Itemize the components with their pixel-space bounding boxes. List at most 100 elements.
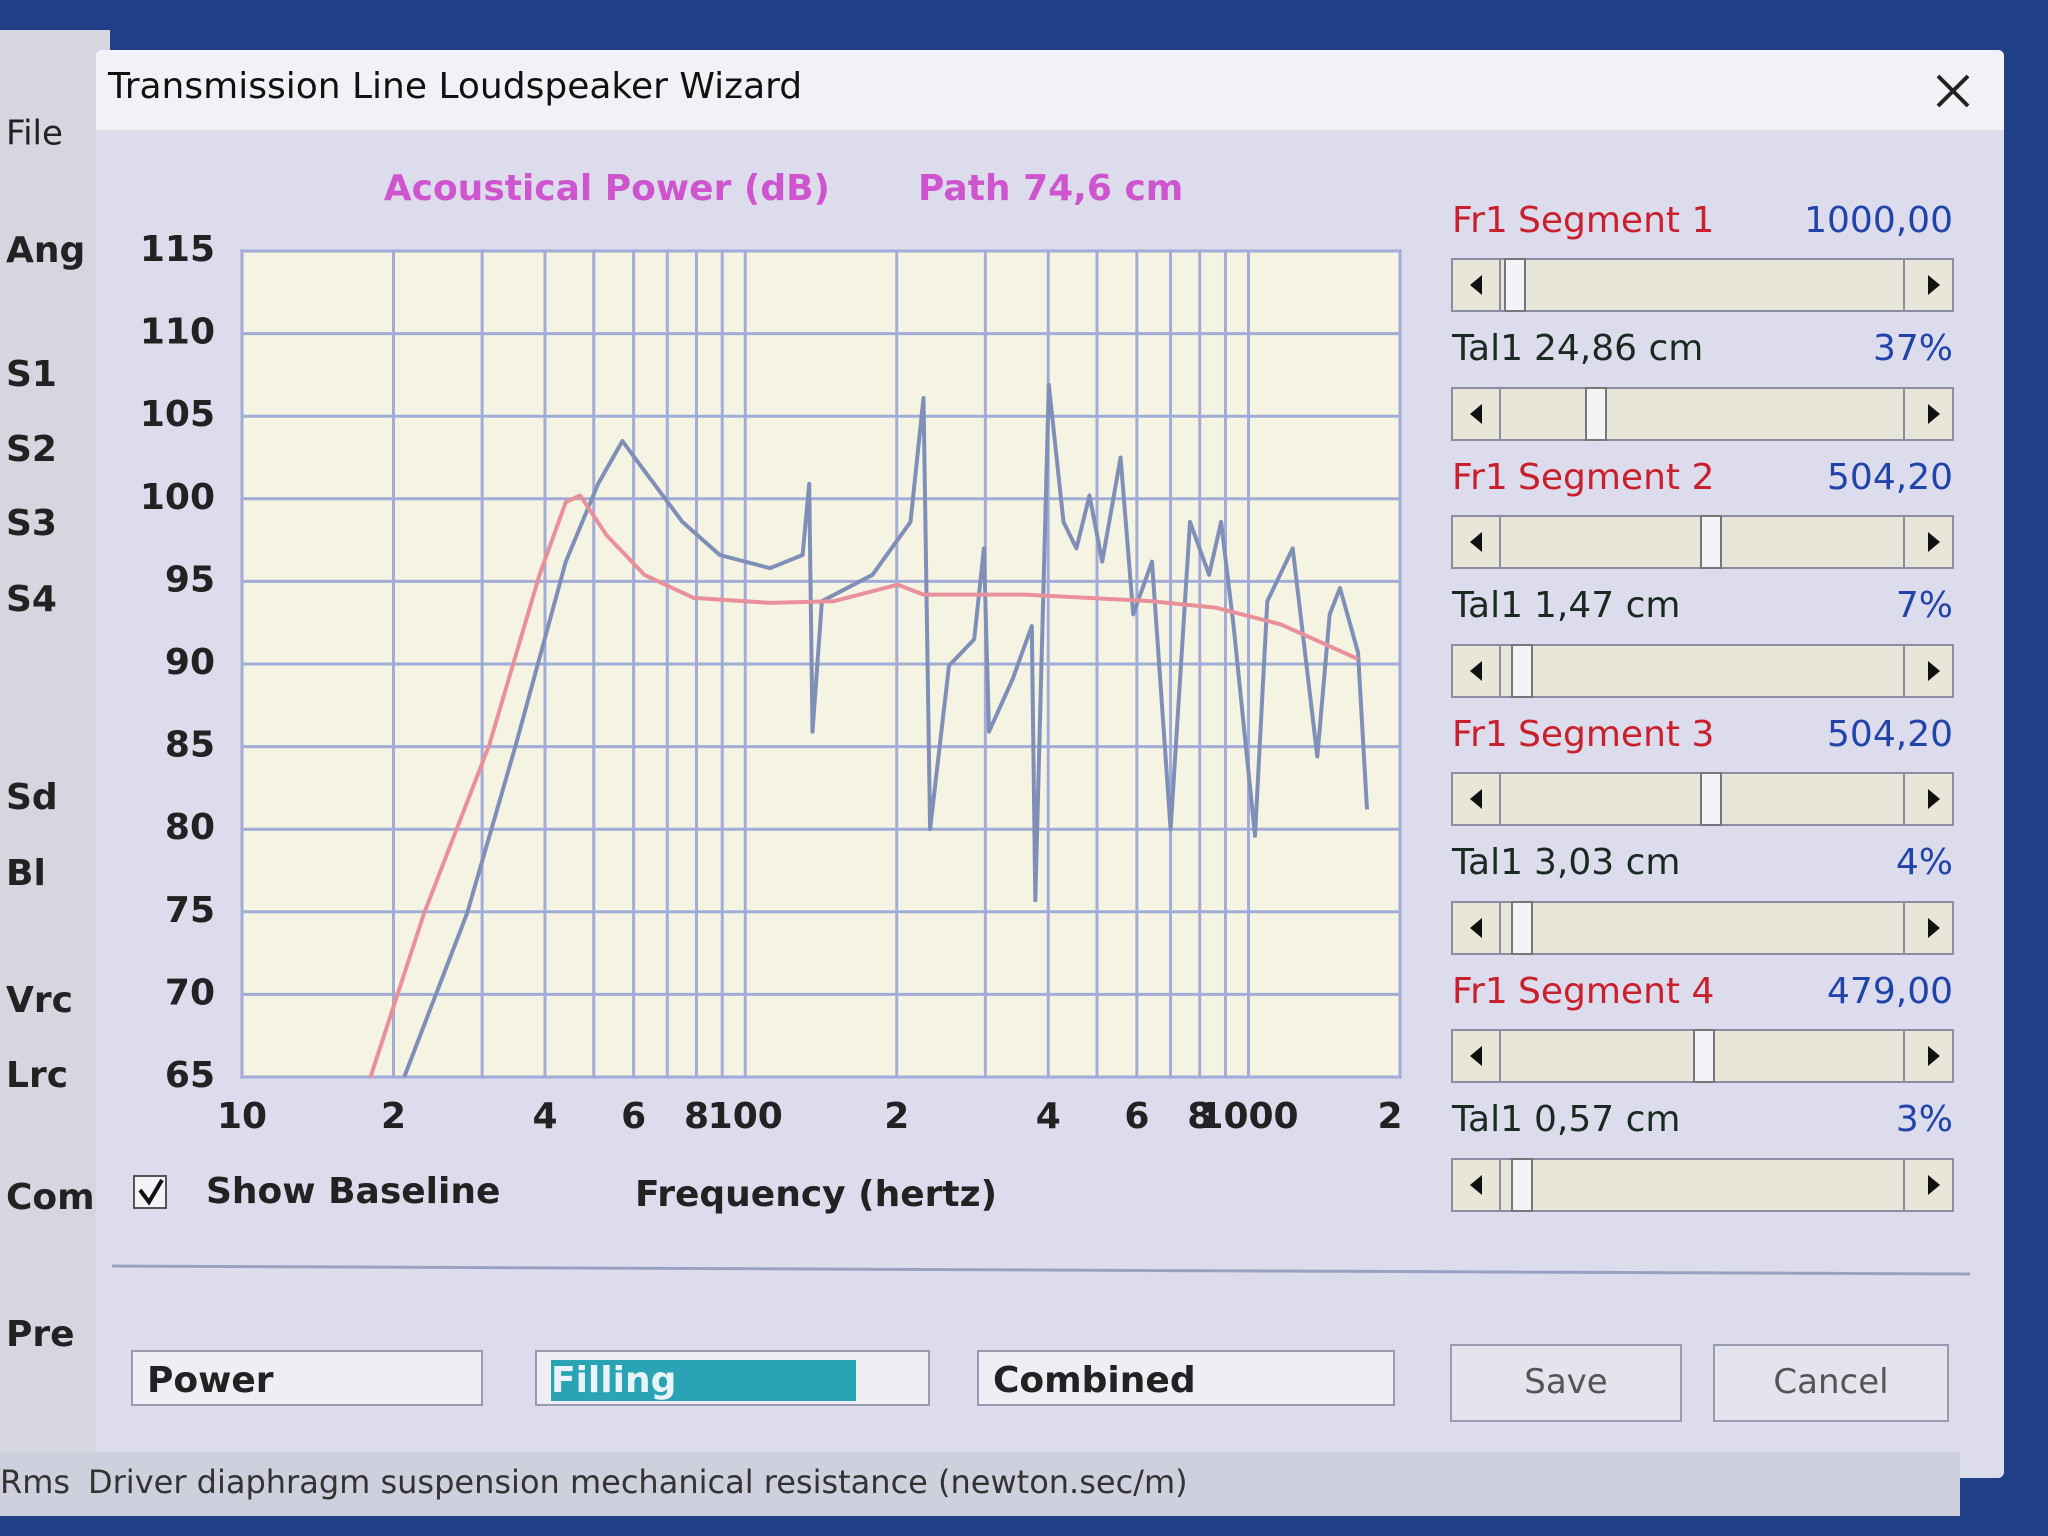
slider-right-arrow: [1928, 404, 1940, 424]
app-label: Ang: [6, 230, 85, 271]
y-tick-label: 65: [165, 1055, 215, 1096]
dropdown-value: Combined: [993, 1360, 1196, 1401]
slider-thumb[interactable]: [1700, 772, 1722, 826]
app-label: Pre: [6, 1314, 75, 1355]
slider-thumb[interactable]: [1693, 1029, 1715, 1083]
dropdown-value: Filling: [551, 1360, 856, 1401]
chart-title: Acoustical Power (dB): [384, 168, 830, 209]
app-label: Vrc: [6, 980, 73, 1021]
slider-left-arrow: [1470, 532, 1482, 552]
tal-label: Tal1: [1451, 328, 1523, 369]
x-tick-label: 8: [684, 1096, 709, 1137]
button[interactable]: Cancel: [1713, 1344, 1949, 1422]
x-tick-label: 2: [884, 1096, 909, 1137]
slider-right-arrow: [1928, 1046, 1940, 1066]
slider-track: [1451, 644, 1954, 698]
app-label: S1: [6, 354, 57, 395]
x-tick-label: 100: [708, 1096, 783, 1137]
fr-label: Fr1: [1452, 200, 1508, 241]
x-tick-label: 8: [1187, 1096, 1212, 1137]
slider-thumb[interactable]: [1585, 387, 1607, 441]
slider-left-arrow: [1470, 1175, 1482, 1195]
separator: [111, 1264, 1971, 1276]
slider-right-arrow: [1928, 1175, 1940, 1195]
slider-track: [1451, 387, 1954, 441]
series-line: [402, 382, 1369, 1078]
app-label: Lrc: [6, 1055, 68, 1096]
slider-thumb[interactable]: [1511, 644, 1533, 698]
status-bar: [0, 1452, 1960, 1516]
x-tick-label: 10: [217, 1096, 267, 1137]
y-tick-label: 115: [140, 229, 215, 270]
slider-right-arrow: [1928, 532, 1940, 552]
slider-thumb[interactable]: [1511, 901, 1533, 955]
x-tick-label: 1000: [1198, 1096, 1298, 1137]
y-tick-label: 100: [140, 477, 215, 518]
tal-value: 0,57 cm: [1534, 1099, 1680, 1140]
dropdown[interactable]: Power: [131, 1350, 483, 1406]
x-axis-label: Frequency (hertz): [635, 1174, 997, 1215]
segment-name: Segment 3: [1518, 714, 1714, 755]
slider-thumb[interactable]: [1511, 1158, 1533, 1212]
y-tick-label: 105: [140, 394, 215, 435]
fr-value: 504,20: [1827, 457, 1953, 498]
tal-percent: 4%: [1896, 842, 1953, 883]
slider-right-arrow: [1928, 789, 1940, 809]
dropdown[interactable]: Combined: [977, 1350, 1395, 1406]
chart-subtitle: Path 74,6 cm: [918, 168, 1183, 209]
slider-left-arrow: [1470, 275, 1482, 295]
x-tick-label: 2: [1377, 1096, 1402, 1137]
checkbox-label: Show Baseline: [206, 1171, 500, 1212]
dropdown-value: Power: [147, 1360, 274, 1401]
dropdown[interactable]: Filling: [535, 1350, 930, 1406]
segment-name: Segment 1: [1518, 200, 1714, 241]
x-tick-label: 4: [1036, 1096, 1061, 1137]
y-tick-label: 80: [165, 807, 215, 848]
menu-file: File: [6, 114, 63, 154]
tal-percent: 3%: [1896, 1099, 1953, 1140]
x-tick-label: 6: [621, 1096, 646, 1137]
slider-track: [1451, 258, 1954, 312]
x-tick-label: 6: [1124, 1096, 1149, 1137]
y-tick-label: 90: [165, 642, 215, 683]
status-field: Rms: [0, 1463, 70, 1501]
window-title: Transmission Line Loudspeaker Wizard: [107, 66, 802, 107]
fr-label: Fr1: [1452, 971, 1508, 1012]
slider-thumb[interactable]: [1700, 515, 1722, 569]
tal-label: Tal1: [1451, 585, 1523, 626]
y-tick-label: 110: [140, 312, 215, 353]
fr-value: 479,00: [1827, 971, 1953, 1012]
app-label: Bl: [6, 853, 46, 894]
tal-value: 1,47 cm: [1534, 585, 1680, 626]
tal-label: Tal1: [1451, 842, 1523, 883]
slider-left-arrow: [1470, 789, 1482, 809]
x-tick-label: 4: [532, 1096, 557, 1137]
tal-label: Tal1: [1451, 1099, 1523, 1140]
app-label: Com: [6, 1177, 95, 1218]
button[interactable]: Save: [1450, 1344, 1682, 1422]
fr-value: 1000,00: [1804, 200, 1953, 241]
close-button[interactable]: [1936, 74, 1970, 108]
slider-thumb[interactable]: [1504, 258, 1526, 312]
y-tick-label: 75: [165, 890, 215, 931]
app-label: S2: [6, 429, 57, 470]
y-tick-label: 95: [165, 559, 215, 600]
slider-track: [1451, 901, 1954, 955]
segment-name: Segment 4: [1518, 971, 1714, 1012]
fr-label: Fr1: [1452, 457, 1508, 498]
slider-right-arrow: [1928, 275, 1940, 295]
tal-value: 24,86 cm: [1534, 328, 1703, 369]
tal-value: 3,03 cm: [1534, 842, 1680, 883]
app-label: S4: [6, 579, 57, 620]
slider-left-arrow: [1470, 404, 1482, 424]
slider-right-arrow: [1928, 918, 1940, 938]
x-tick-label: 2: [381, 1096, 406, 1137]
series-line: [368, 493, 1359, 1078]
app-label: Sd: [6, 777, 58, 818]
slider-track: [1451, 1158, 1954, 1212]
y-tick-label: 85: [165, 725, 215, 766]
app-window: [0, 30, 110, 1470]
app-label: S3: [6, 503, 57, 544]
check-mark: [138, 1178, 164, 1206]
